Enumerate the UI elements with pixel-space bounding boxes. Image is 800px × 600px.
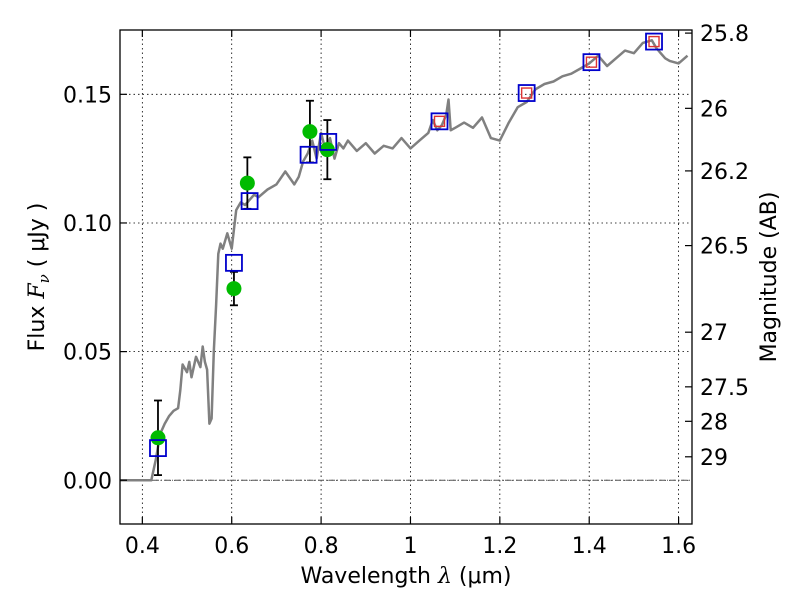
- model-phot-square: [240, 192, 259, 210]
- mag-tick-label: 26: [700, 97, 728, 122]
- observed-point: [239, 175, 255, 191]
- x-tick-label: 0.8: [304, 534, 339, 559]
- model-phot-square: [299, 145, 318, 164]
- model-phot-square: [430, 112, 449, 131]
- y2-axis-label: Magnitude (AB): [757, 192, 782, 363]
- model-phot-inner-square: [433, 115, 446, 128]
- mag-tick-label: 26.2: [700, 160, 749, 185]
- y-tick-label: 0.15: [63, 83, 112, 108]
- mag-tick-label: 29: [700, 446, 728, 471]
- model-phot-square: [582, 53, 601, 72]
- model-phot-square: [149, 439, 167, 457]
- x-tick-label: 0.4: [125, 534, 160, 559]
- x-axis-label-symbol: λ: [437, 564, 452, 589]
- mag-tick-label: 28: [700, 410, 728, 435]
- observed-point: [226, 281, 242, 297]
- model-spectrum-line: [120, 39, 689, 482]
- x-tick-label: 1.2: [482, 534, 517, 559]
- x-tick-label: 0.6: [214, 534, 249, 559]
- model-phot-square: [517, 84, 536, 102]
- y-tick-label: 0.00: [63, 469, 112, 494]
- model-phot-inner-square: [520, 87, 533, 99]
- y-axis-label-sub: ν: [35, 274, 53, 283]
- y-tick-label: 0.05: [63, 341, 112, 366]
- data-layer: [120, 32, 689, 482]
- mag-tick-label: 25.8: [700, 22, 749, 47]
- model-phot-inner-square: [648, 35, 660, 48]
- plot-frame: [119, 29, 693, 525]
- y-axis-label-text: Flux: [25, 299, 50, 352]
- model-phot-square: [645, 32, 663, 51]
- x-axis-label: Wavelength λ (μm): [300, 564, 511, 589]
- x-tick-label: 1: [403, 534, 417, 559]
- model-phot-inner-square: [585, 56, 598, 68]
- mag-tick-label: 27: [700, 321, 728, 346]
- y-tick-label: 0.10: [63, 212, 112, 237]
- x-tick-label: 1.6: [661, 534, 696, 559]
- x-axis-label-unit: (μm): [452, 564, 512, 589]
- mag-tick-label: 26.5: [700, 235, 749, 260]
- model-phot-square: [225, 253, 243, 272]
- y-axis-label-symbol: F: [25, 283, 50, 300]
- y-axis-label: Flux Fν ( μJy ): [25, 203, 53, 352]
- y-axis-label-unit: ( μJy ): [25, 203, 50, 275]
- x-axis-label-text: Wavelength: [300, 564, 438, 589]
- observed-point: [150, 430, 166, 446]
- mag-tick-label: 27.5: [700, 376, 749, 401]
- model-phot-square: [319, 133, 338, 151]
- x-tick-label: 1.4: [572, 534, 607, 559]
- observed-point: [302, 124, 318, 140]
